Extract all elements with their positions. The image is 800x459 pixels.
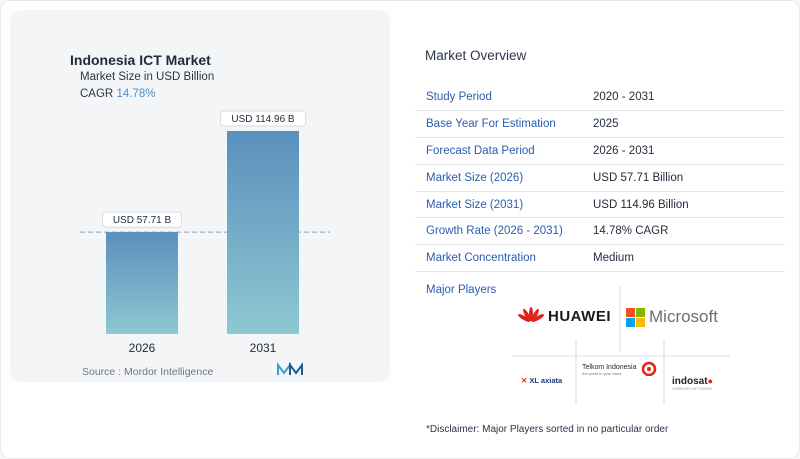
indosat-dot-icon: ● (707, 376, 713, 386)
row-value: Medium (583, 244, 785, 273)
x-tick-label-2031: 2031 (250, 341, 277, 355)
telkom-logo: Telkom Indonesia the world in your hand (582, 364, 636, 376)
telkom-mark-icon (641, 361, 657, 376)
data-label-text: USD 57.71 B (113, 215, 172, 226)
disclaimer-text: *Disclaimer: Major Players sorted in no … (426, 424, 669, 435)
table-row: Growth Rate (2026 - 2031) 14.78% CAGR (415, 217, 785, 246)
chart-card (10, 10, 390, 382)
row-key: Growth Rate (2026 - 2031) (415, 217, 583, 246)
microsoft-squares-icon (626, 307, 645, 327)
row-value: 2025 (583, 110, 785, 139)
huawei-petals-icon (518, 307, 544, 322)
bar-2031 (227, 131, 299, 334)
table-row: Study Period 2020 - 2031 (415, 84, 785, 112)
row-key: Base Year For Estimation (415, 110, 583, 139)
table-row: Market Concentration Medium (415, 244, 785, 273)
bar-2026 (106, 232, 178, 334)
cagr-value: 14.78% (116, 88, 156, 100)
table-row: Forecast Data Period 2026 - 2031 (415, 137, 785, 165)
data-label-2031: USD 114.96 B (219, 110, 307, 127)
huawei-text: HUAWEI (548, 307, 611, 325)
bar-chart: USD 57.71 B 2026 USD 114.96 B 2031 (80, 110, 330, 355)
mordor-logo-icon (277, 362, 303, 375)
indosat-text: indosat (672, 376, 708, 387)
huawei-logo: HUAWEI (518, 306, 611, 326)
table-row: Market Size (2031) USD 114.96 Billion (415, 191, 785, 219)
microsoft-logo: Microsoft (626, 307, 718, 327)
row-value: USD 57.71 Billion (583, 164, 785, 192)
row-key: Market Size (2031) (415, 191, 583, 219)
row-key: Market Size (2026) (415, 164, 583, 192)
source-text: Source : Mordor Intelligence (82, 366, 214, 378)
telkom-text: Telkom Indonesia (582, 364, 637, 371)
table-row: Market Size (2026) USD 57.71 Billion (415, 164, 785, 192)
row-value: 2026 - 2031 (583, 137, 785, 165)
overview-table: Study Period 2020 - 2031 Base Year For Es… (415, 84, 785, 273)
table-row: Base Year For Estimation 2025 (415, 110, 785, 139)
row-value: 14.78% CAGR (583, 217, 785, 246)
xl-mark-icon: ✕ (521, 376, 528, 385)
xl-axiata-logo: ✕ XL axiata (521, 376, 562, 385)
chart-title: Indonesia ICT Market (70, 52, 211, 68)
row-value: 2020 - 2031 (583, 84, 785, 112)
indosat-logo: indosat● OOREDOO HUTCHISON (672, 376, 713, 391)
cagr-label: CAGR (80, 88, 114, 100)
row-key: Study Period (415, 84, 583, 112)
row-key: Forecast Data Period (415, 137, 583, 165)
major-players-label: Major Players (426, 284, 497, 296)
telkom-tagline: the world in your hand (582, 371, 622, 376)
data-label-2026: USD 57.71 B (101, 211, 183, 228)
data-label-text: USD 114.96 B (231, 114, 295, 125)
microsoft-text: Microsoft (649, 307, 718, 326)
x-tick-label-2026: 2026 (129, 341, 156, 355)
row-value: USD 114.96 Billion (583, 191, 785, 219)
overview-title: Market Overview (425, 48, 527, 63)
row-key: Market Concentration (415, 244, 583, 273)
cagr-line: CAGR 14.78% (80, 88, 155, 100)
chart-subtitle: Market Size in USD Billion (80, 71, 215, 83)
xl-text: XL axiata (529, 376, 563, 385)
indosat-tagline: OOREDOO HUTCHISON (672, 387, 713, 391)
